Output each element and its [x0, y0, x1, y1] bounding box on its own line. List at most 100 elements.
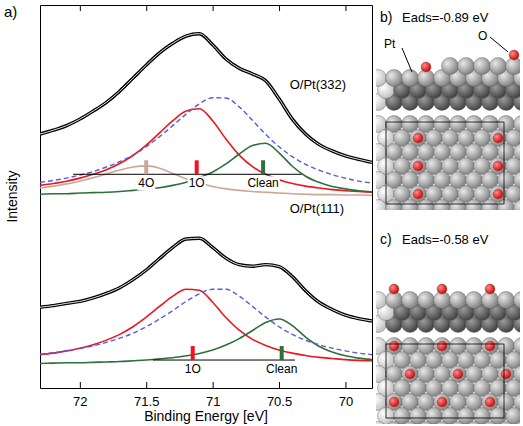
fit-line: [40, 238, 372, 321]
energy-label: Eads=-0.89 eV: [402, 10, 489, 25]
atom: [376, 422, 387, 425]
atom: [386, 70, 403, 87]
arrow: [402, 48, 412, 72]
atom: [376, 200, 387, 211]
atom: [453, 369, 463, 379]
axis-line: [41, 388, 373, 389]
atom: [434, 200, 451, 211]
atom: [402, 200, 419, 211]
atom: [466, 200, 483, 211]
unit-cell: [386, 122, 504, 204]
atom: [450, 200, 467, 211]
atom: [389, 397, 399, 407]
axis-line: [41, 5, 373, 6]
atom: [413, 189, 423, 199]
marker-label: 1O: [189, 176, 205, 190]
atom: [506, 58, 521, 75]
atom: [402, 70, 419, 87]
atom: [514, 200, 521, 211]
atom: [421, 62, 431, 72]
atom: [418, 200, 435, 211]
y-axis-title: Intensity: [4, 170, 20, 222]
atom: [437, 284, 447, 294]
arrow: [490, 37, 508, 52]
atom: [493, 161, 503, 171]
plot-area: [40, 34, 372, 364]
component-line: [40, 166, 372, 195]
tick-mark: [345, 382, 346, 388]
atom: [514, 292, 521, 309]
tick-mark: [80, 382, 81, 388]
tick-mark: [279, 5, 280, 11]
component-line: [40, 319, 372, 363]
energy-marker: [144, 160, 148, 174]
atom: [474, 408, 491, 425]
atom: [474, 58, 491, 75]
atom: [418, 292, 435, 309]
marker-label: 1O: [185, 362, 201, 376]
unit-cell: [386, 344, 504, 418]
marker-label: 4O: [138, 176, 154, 190]
atom: [386, 422, 403, 425]
x-axis: 7271.57170.570: [41, 382, 373, 409]
spectrum-label: O/Pt(332): [290, 77, 346, 92]
label-patch: [246, 176, 279, 190]
fit-line: [40, 34, 372, 163]
spectrum-line: [40, 238, 372, 321]
atom: [493, 189, 503, 199]
atom: [437, 341, 447, 351]
atom: [410, 408, 427, 425]
marker-label: Clean: [247, 176, 278, 190]
component-line: [40, 98, 372, 183]
atom: [514, 422, 521, 425]
tick: [213, 5, 214, 11]
tick-mark: [80, 5, 81, 11]
atom: [498, 200, 515, 211]
y-axis: [40, 6, 41, 389]
tick: [279, 5, 280, 11]
tick: 71: [206, 382, 220, 409]
spectrum-label: O/Pt(111): [290, 201, 344, 216]
tick: 72: [73, 382, 87, 409]
component-line: [40, 143, 372, 194]
atom: [442, 58, 459, 75]
atom: [458, 58, 475, 75]
tick: 70: [339, 382, 353, 409]
structure-image: [376, 284, 520, 424]
atom: [376, 70, 387, 87]
atom: [434, 422, 451, 425]
marker-baseline: [153, 360, 295, 361]
axis-line: [40, 6, 41, 389]
atom: [386, 200, 403, 211]
x-axis-title: Binding Energy [eV]: [144, 408, 268, 424]
tick-label: 71: [206, 394, 220, 409]
atom: [509, 50, 519, 60]
atom: [437, 397, 447, 407]
atom: [485, 397, 495, 407]
atom-label: O: [478, 29, 487, 43]
tick: [146, 5, 147, 11]
marker-label: Clean: [266, 362, 297, 376]
atom: [394, 408, 411, 425]
label-patch: [137, 176, 155, 190]
marker-baseline: [73, 174, 301, 175]
view-divider: [376, 111, 520, 113]
tick-mark: [146, 5, 147, 11]
tick: [345, 5, 346, 11]
atom: [402, 292, 419, 309]
atom: [501, 369, 511, 379]
y-axis-right: [372, 6, 373, 389]
atom: [450, 292, 467, 309]
atom: [413, 161, 423, 171]
atom: [450, 422, 467, 425]
atom: [413, 133, 423, 143]
atom: [402, 422, 419, 425]
atom: [389, 284, 399, 294]
atom: [405, 369, 415, 379]
atom: [458, 408, 475, 425]
axis-line: [372, 6, 373, 389]
atom: [485, 341, 495, 351]
panel-label: b): [380, 9, 392, 25]
tick-mark: [213, 382, 214, 388]
tick-label: 70: [339, 394, 353, 409]
